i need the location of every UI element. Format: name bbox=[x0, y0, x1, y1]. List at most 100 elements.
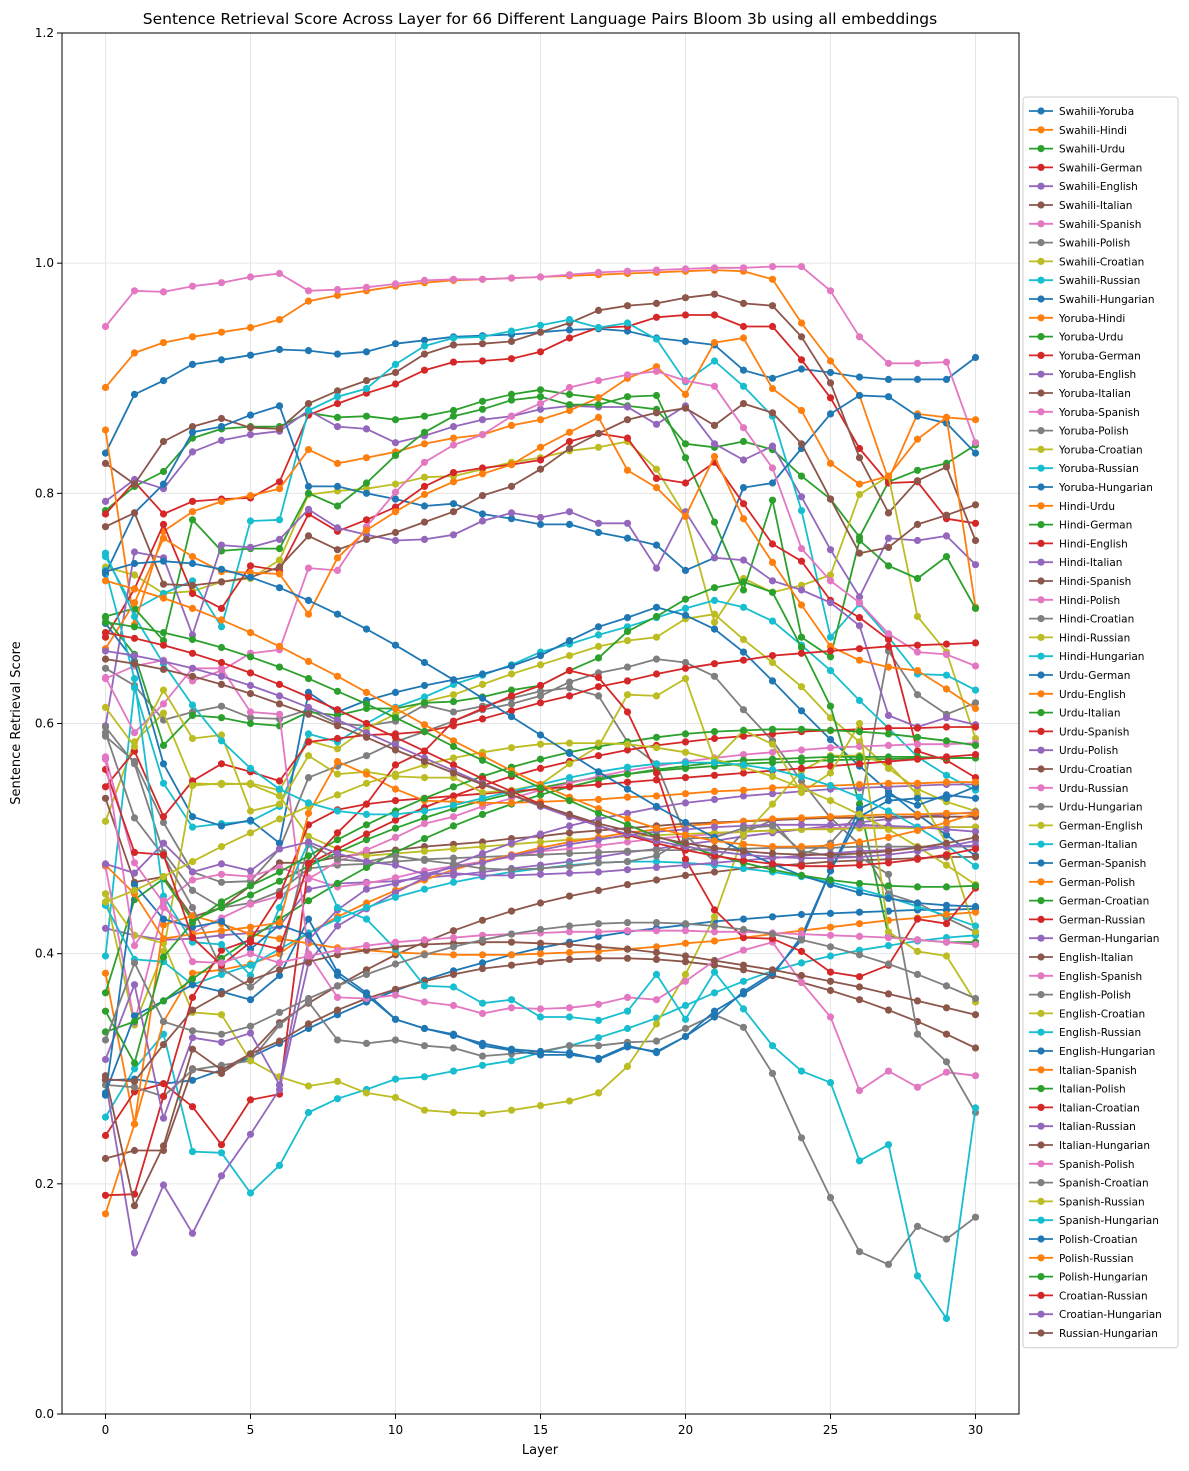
data-point bbox=[884, 847, 893, 855]
data-point bbox=[507, 327, 516, 335]
data-point bbox=[826, 647, 835, 655]
data-point bbox=[652, 744, 661, 752]
data-point bbox=[362, 412, 371, 420]
data-point bbox=[130, 349, 139, 357]
data-point bbox=[159, 1041, 168, 1049]
data-point bbox=[884, 859, 893, 867]
data-point bbox=[739, 424, 748, 432]
data-point bbox=[710, 844, 719, 852]
data-point bbox=[623, 403, 632, 411]
data-point bbox=[855, 645, 864, 653]
legend-marker bbox=[1037, 840, 1045, 848]
data-point bbox=[217, 565, 226, 573]
data-point bbox=[855, 622, 864, 630]
series-hindi-urdu bbox=[101, 413, 980, 713]
legend-marker bbox=[1037, 972, 1045, 980]
data-point bbox=[913, 477, 922, 485]
legend-marker bbox=[1037, 1310, 1045, 1318]
data-point bbox=[101, 723, 110, 731]
legend-marker bbox=[1037, 746, 1045, 754]
legend-item: English-Russian bbox=[1029, 1027, 1141, 1039]
data-point bbox=[971, 1104, 980, 1112]
data-point bbox=[217, 990, 226, 998]
legend-label: Italian-Polish bbox=[1059, 1084, 1126, 1096]
data-point bbox=[449, 1044, 458, 1052]
data-point bbox=[565, 829, 574, 837]
data-point bbox=[594, 841, 603, 850]
data-point bbox=[623, 809, 632, 817]
data-point bbox=[304, 693, 313, 701]
data-point bbox=[246, 492, 255, 500]
data-point bbox=[739, 334, 748, 342]
legend-label: Swahili-German bbox=[1059, 162, 1142, 174]
series-english-spanish bbox=[101, 664, 980, 1095]
data-point bbox=[130, 1065, 139, 1073]
data-point bbox=[797, 930, 806, 938]
data-point bbox=[304, 446, 313, 454]
legend-label: German-Croatian bbox=[1059, 896, 1149, 908]
data-point bbox=[652, 996, 661, 1004]
data-point bbox=[333, 502, 342, 510]
legend-item: Spanish-Croatian bbox=[1029, 1178, 1149, 1190]
data-point bbox=[130, 675, 139, 683]
data-point bbox=[275, 945, 284, 953]
legend-item: Yoruba-English bbox=[1029, 369, 1136, 381]
legend-marker bbox=[1037, 201, 1045, 209]
data-point bbox=[768, 302, 777, 310]
data-point bbox=[362, 516, 371, 524]
data-point bbox=[507, 1045, 516, 1053]
legend-item: German-Croatian bbox=[1029, 896, 1149, 908]
data-point bbox=[362, 885, 371, 893]
data-point bbox=[565, 401, 574, 409]
data-point bbox=[623, 708, 632, 716]
data-point bbox=[391, 810, 400, 819]
legend-marker bbox=[1037, 427, 1045, 435]
data-point bbox=[652, 564, 661, 572]
data-point bbox=[826, 977, 835, 985]
data-point bbox=[565, 840, 574, 848]
data-point bbox=[159, 288, 168, 296]
data-point bbox=[623, 740, 632, 748]
data-point bbox=[768, 652, 777, 660]
data-point bbox=[710, 672, 719, 680]
data-point bbox=[275, 845, 284, 853]
data-point bbox=[217, 959, 226, 967]
legend-marker bbox=[1037, 257, 1045, 265]
data-point bbox=[246, 714, 255, 722]
data-point bbox=[362, 733, 371, 741]
data-point bbox=[855, 793, 864, 801]
legend-label: Russian-Hungarian bbox=[1059, 1328, 1158, 1340]
data-point bbox=[971, 662, 980, 670]
data-point bbox=[884, 642, 893, 651]
data-point bbox=[942, 771, 951, 779]
data-point bbox=[304, 994, 313, 1003]
data-point bbox=[652, 391, 661, 400]
legend-item: Swahili-Urdu bbox=[1029, 144, 1125, 156]
data-point bbox=[420, 518, 429, 526]
data-point bbox=[304, 1108, 313, 1117]
data-point bbox=[159, 510, 168, 518]
data-point bbox=[623, 663, 632, 671]
data-point bbox=[797, 851, 806, 859]
legend-marker bbox=[1037, 1028, 1045, 1036]
data-point bbox=[884, 562, 893, 570]
data-point bbox=[420, 747, 429, 755]
data-point bbox=[681, 790, 690, 798]
legend-label: Yoruba-Croatian bbox=[1058, 444, 1143, 456]
data-point bbox=[246, 424, 255, 432]
data-point bbox=[362, 348, 371, 356]
legend-label: Spanish-Polish bbox=[1059, 1159, 1135, 1171]
data-point bbox=[768, 866, 777, 874]
data-point bbox=[826, 986, 835, 995]
data-point bbox=[391, 360, 400, 368]
data-point bbox=[623, 793, 632, 801]
data-point bbox=[739, 706, 748, 714]
data-point bbox=[623, 1043, 632, 1051]
data-point bbox=[130, 571, 139, 579]
data-point bbox=[623, 847, 632, 855]
data-point bbox=[246, 807, 255, 815]
data-point bbox=[623, 821, 632, 829]
legend-item: Hindi-Spanish bbox=[1029, 576, 1131, 588]
data-point bbox=[826, 667, 835, 675]
data-point bbox=[942, 671, 951, 679]
